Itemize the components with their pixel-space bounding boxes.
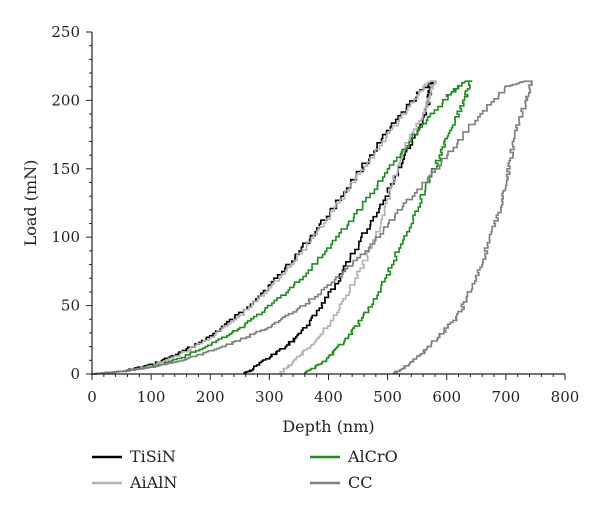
series-aialn-loading-line <box>90 81 430 375</box>
x-tick-label: 600 <box>432 388 461 406</box>
x-tick-label: 400 <box>314 388 343 406</box>
series-tisin-unloading-line <box>243 80 434 375</box>
y-tick-label: 0 <box>70 365 80 383</box>
legend: TiSiN AiAlN AlCrO CC <box>92 447 398 492</box>
legend-label-tisin: TiSiN <box>130 447 176 466</box>
x-tick-label: 0 <box>87 388 97 406</box>
x-tick-label: 300 <box>255 388 284 406</box>
x-axis-title: Depth (nm) <box>282 417 374 436</box>
series-cc-loading-line <box>92 81 525 375</box>
x-tick-label: 200 <box>196 388 225 406</box>
series-alcro-unloading-line <box>304 80 473 374</box>
x-tick-label: 500 <box>373 388 402 406</box>
y-tick-label: 150 <box>51 160 80 178</box>
y-tick-label: 200 <box>51 91 80 109</box>
legend-label-cc: CC <box>348 473 372 492</box>
y-tick-label: 50 <box>61 297 80 315</box>
legend-label-alcro: AlCrO <box>347 447 398 466</box>
y-axis-title: Load (mN) <box>21 160 40 247</box>
y-tick-label: 250 <box>51 23 80 41</box>
series-tisin-loading-line <box>93 81 433 375</box>
x-tick-label: 100 <box>137 388 166 406</box>
x-tick-label: 800 <box>551 388 580 406</box>
x-tick-label: 700 <box>492 388 521 406</box>
series-cc-unloading-line <box>392 80 533 375</box>
axes <box>86 31 566 380</box>
tick-labels: 0 50 100 150 200 250 0 100 200 300 400 500 600 700 800 <box>51 23 579 406</box>
series-alcro-loading-line <box>91 81 466 375</box>
legend-label-aialn: AiAlN <box>129 473 177 492</box>
y-tick-label: 100 <box>51 228 80 246</box>
plot-lines <box>90 80 533 375</box>
